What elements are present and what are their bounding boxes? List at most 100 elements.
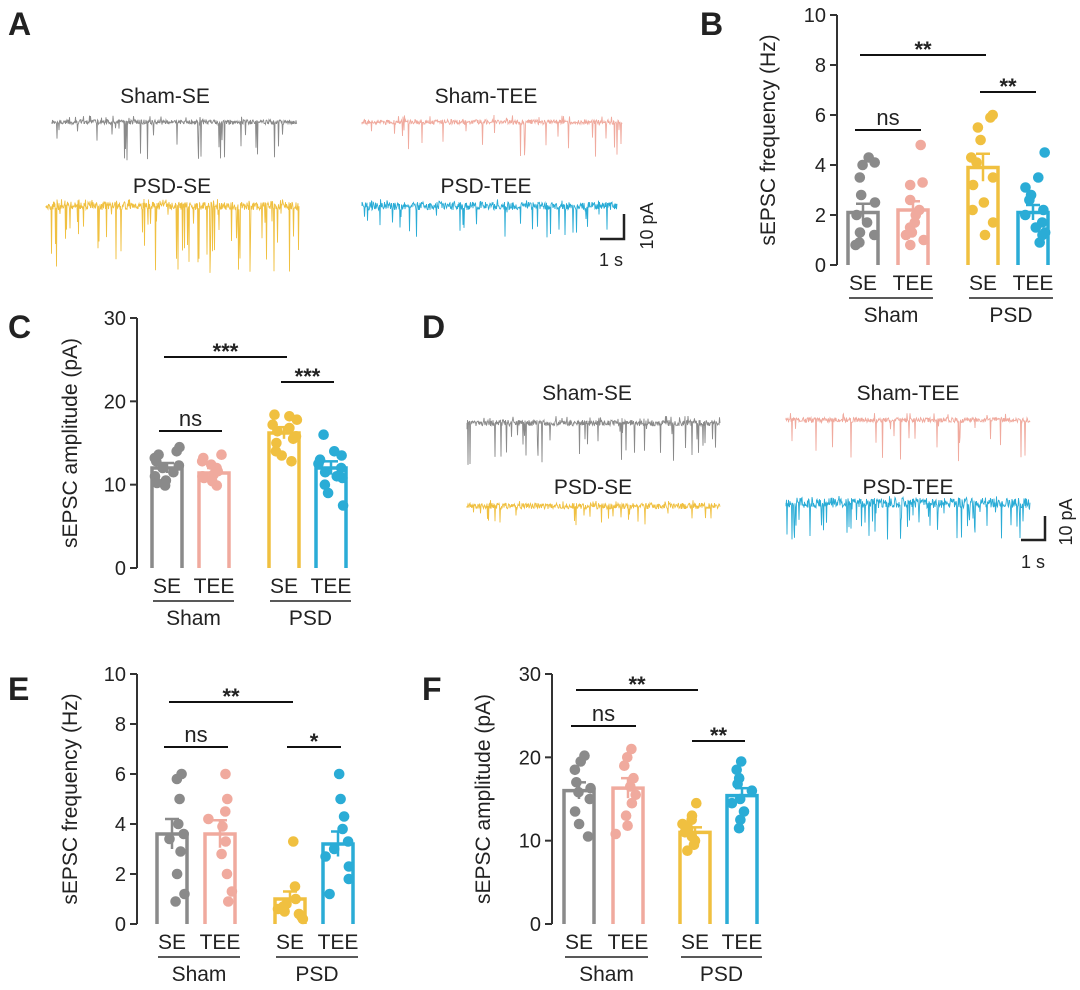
panel-f-point-sham-tee (630, 789, 641, 801)
panel-c-point-sham-se (157, 462, 168, 474)
panel-e-point-sham-se (171, 868, 183, 880)
panel-c-sig-label: *** (213, 339, 239, 364)
scale-bar-d (1021, 516, 1047, 542)
panel-e-point-psd-tee (328, 843, 340, 855)
panel-b-point-psd-se (972, 122, 984, 133)
panel-c-point-psd-tee (318, 429, 329, 441)
panel-b-point-sham-se (855, 189, 867, 201)
panel-b-point-sham-se (861, 217, 873, 228)
panel-b-y-tick-label: 2 (815, 205, 826, 227)
panel-a-traces: Sham-SE Sham-TEE PSD-SE PSD-TEE 1 s 10 p… (45, 85, 657, 273)
scale-y-label-a: 10 pA (637, 202, 657, 249)
panel-e-point-psd-tee (324, 888, 335, 900)
panel-b-point-sham-tee (900, 229, 912, 241)
panel-f-point-psd-tee (733, 772, 745, 784)
panel-c-category-label: SE (153, 575, 181, 598)
panel-label-e: E (8, 671, 29, 707)
panel-b-point-psd-tee (1033, 172, 1044, 183)
panel-f-sig-label: ** (628, 672, 646, 697)
panel-f-y-tick-label: 20 (519, 747, 541, 769)
panel-e-y-tick-label: 2 (115, 864, 126, 886)
panel-f-point-sham-tee (610, 828, 621, 840)
panel-f-point-sham-se (569, 764, 581, 776)
panel-c-point-psd-tee (335, 462, 347, 474)
panel-c-point-psd-tee (319, 466, 331, 478)
panel-f-point-psd-tee (735, 814, 746, 826)
panel-b-category-label: TEE (1013, 272, 1054, 295)
panel-b-point-psd-tee (1039, 147, 1050, 158)
panel-b-point-sham-tee (917, 177, 928, 188)
panel-f-group-label: Sham (579, 963, 634, 986)
panel-e-point-sham-se (175, 846, 186, 857)
panel-c-point-psd-tee (331, 471, 343, 482)
panel-f-y-tick-label: 0 (530, 914, 541, 936)
panel-b-point-psd-se (987, 172, 999, 183)
panel-e-point-psd-tee (320, 851, 331, 862)
panel-c-point-psd-tee (337, 500, 349, 511)
panel-b-y-tick-label: 0 (815, 255, 826, 277)
panel-c-category-label: TEE (311, 575, 352, 598)
trace-sham-se-a (51, 115, 298, 161)
panel-b-category-label: SE (969, 272, 997, 295)
panel-f-point-sham-se (585, 782, 596, 794)
panel-e-point-psd-se (281, 898, 292, 910)
panel-f-sig-label: ns (592, 701, 615, 726)
panel-e-point-sham-se (176, 768, 187, 780)
panel-f-point-sham-se (579, 750, 590, 761)
trace-label-psd-tee-a: PSD-TEE (440, 175, 531, 198)
panel-b-point-sham-se (869, 229, 880, 241)
panel-f-point-psd-tee (733, 822, 745, 834)
panel-b-point-sham-se (854, 227, 866, 238)
panel-c-sig-label: *** (295, 364, 321, 389)
panel-e-point-psd-tee (335, 793, 346, 805)
panel-f-point-sham-se (569, 806, 581, 817)
panel-b-group-label: Sham (864, 304, 919, 327)
panel-f-point-psd-tee (746, 785, 758, 796)
panel-b-point-psd-se (966, 152, 977, 163)
trace-psd-se-d (466, 500, 721, 526)
panel-f-category-label: SE (681, 931, 709, 954)
panel-e-point-psd-se (288, 836, 299, 847)
panel-c-point-psd-se (284, 411, 295, 422)
panel-f-point-psd-tee (738, 806, 750, 817)
panel-e-point-psd-tee (338, 811, 350, 822)
panel-c-y-tick-label: 30 (104, 308, 126, 330)
panel-e-y-tick-label: 4 (115, 814, 126, 836)
panel-b-sig-label: ns (876, 105, 899, 130)
chart-panel-e: 0 2 4 6 8 10 sEPSC frequency (Hz) ** ns * SE TEE SE T… (59, 664, 358, 986)
panel-b-group-label: PSD (989, 304, 1032, 327)
panel-e-sig-label: ns (184, 722, 207, 747)
panel-b-point-sham-se (869, 197, 881, 208)
panel-e-point-psd-tee (343, 873, 355, 885)
panel-b-point-sham-tee (905, 239, 916, 251)
trace-label-sham-se-a: Sham-SE (120, 85, 210, 108)
panel-f-point-psd-se (691, 797, 702, 809)
panel-c-y-tick-label: 20 (104, 391, 126, 413)
panel-e-point-sham-tee (217, 821, 228, 832)
chart-panel-b: 0 2 4 6 8 10 sEPSC frequency (Hz) ** ns ** SE TEE SE… (757, 5, 1053, 327)
panel-b-point-sham-se (857, 159, 868, 171)
panel-e-point-sham-tee (220, 836, 231, 847)
panel-c-point-psd-tee (314, 454, 326, 466)
panel-e-category-label: SE (276, 931, 304, 954)
panel-e-group-label: Sham (172, 963, 227, 986)
panel-c-point-psd-se (287, 433, 299, 445)
panel-f-point-sham-tee (622, 820, 633, 831)
panel-b-category-label: SE (849, 272, 877, 295)
panel-e-point-sham-se (173, 818, 184, 830)
trace-label-psd-se-a: PSD-SE (133, 175, 211, 198)
panel-e-point-sham-tee (223, 896, 234, 907)
panel-f-category-label: TEE (608, 931, 649, 954)
panel-b-y-tick-label: 10 (804, 5, 826, 27)
panel-b-y-axis-label: sEPSC frequency (Hz) (757, 34, 780, 245)
panel-c-point-sham-tee (206, 459, 217, 471)
panel-b-point-sham-tee (904, 194, 916, 206)
panel-e-category-label: TEE (318, 931, 359, 954)
trace-label-sham-tee-d: Sham-TEE (857, 382, 960, 405)
panel-e-category-label: SE (158, 931, 186, 954)
panel-c-point-psd-tee (322, 487, 334, 499)
panel-c-category-label: SE (270, 575, 298, 598)
panel-e-point-psd-tee (333, 768, 345, 780)
panel-c-point-sham-se (160, 475, 172, 486)
panel-b-point-sham-tee (918, 234, 929, 246)
